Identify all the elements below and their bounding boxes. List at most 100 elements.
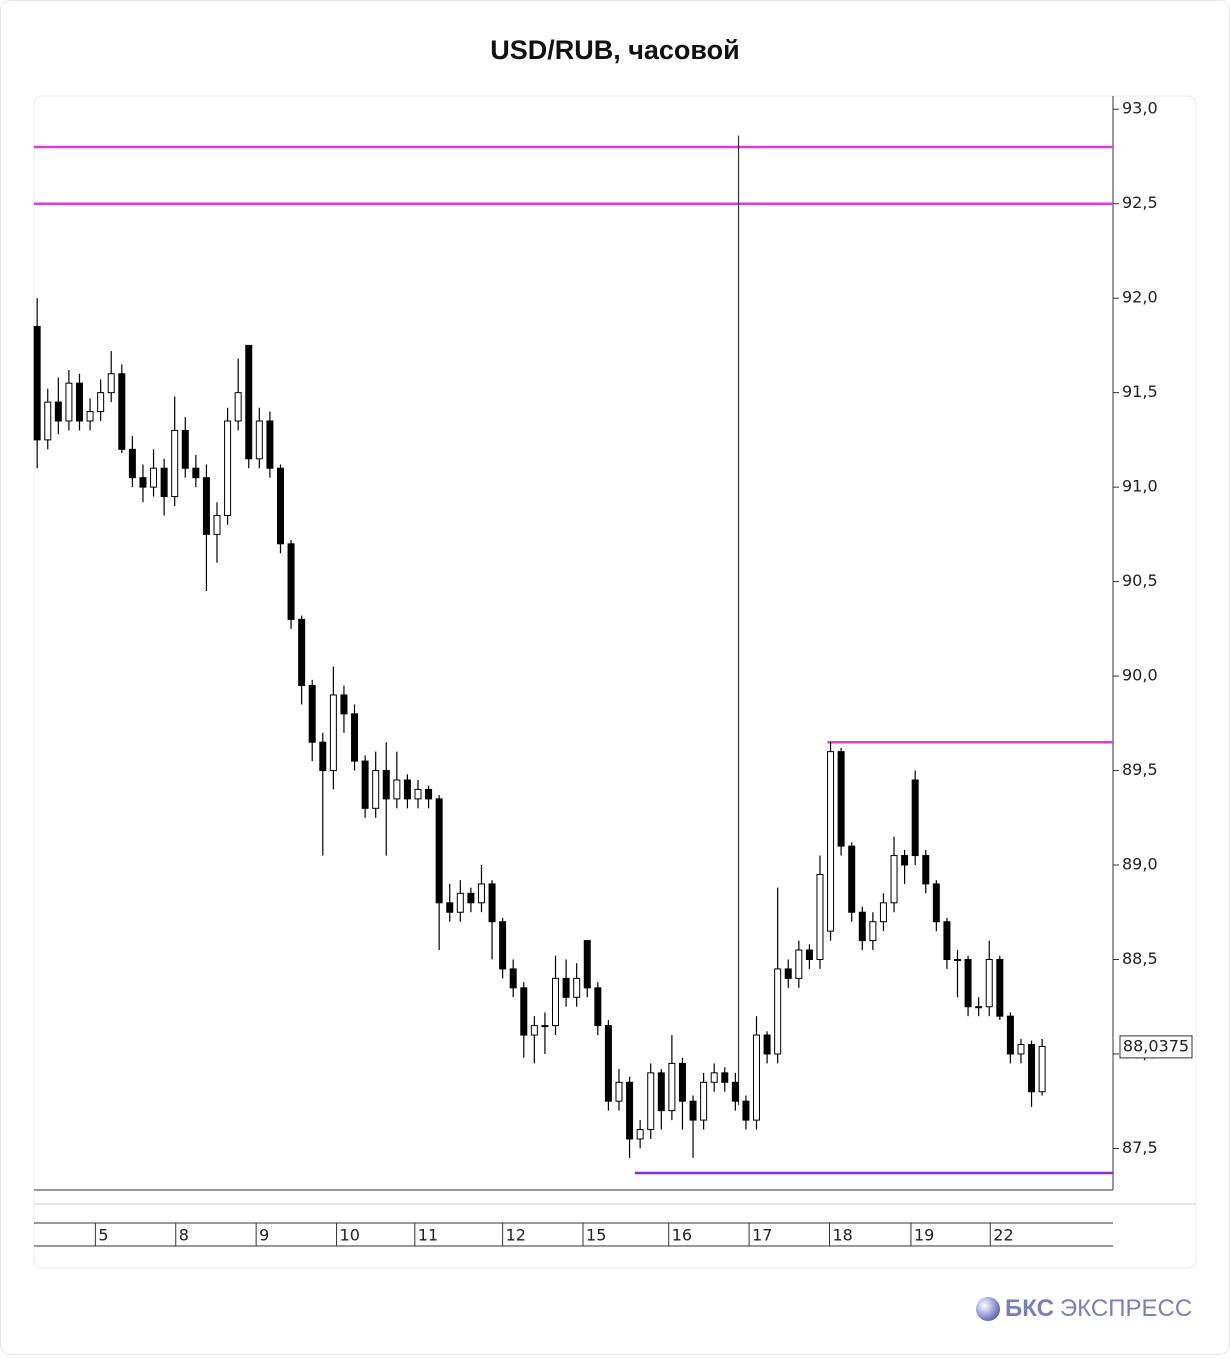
candle-body [298, 618, 306, 687]
brand-bold: БКС [1005, 1295, 1054, 1322]
last-price-label: 88,0375 [1123, 1036, 1189, 1055]
candle-body [657, 1072, 665, 1112]
candle-body [382, 770, 390, 800]
candle-body [224, 420, 232, 516]
candle-body [604, 1025, 612, 1102]
candle-body [75, 382, 83, 422]
y-tick-label: 90,0 [1122, 666, 1158, 685]
candle-body [202, 477, 210, 535]
candle-body [266, 420, 274, 469]
candle-body [435, 798, 443, 904]
candle-body [467, 892, 475, 904]
candle-body [848, 845, 856, 913]
candle-body [763, 1034, 771, 1055]
y-tick-label: 90,5 [1122, 571, 1158, 590]
candle-body [192, 467, 200, 479]
candle-body [615, 1081, 623, 1102]
y-tick-label: 92,5 [1122, 193, 1158, 212]
candle-body [33, 326, 41, 441]
candle-body [287, 543, 295, 620]
candle-body [742, 1100, 750, 1121]
candle-body [65, 382, 73, 422]
candle-body [890, 855, 898, 904]
candle-body [139, 477, 147, 488]
candle-body [932, 883, 940, 923]
candle-body [530, 1025, 538, 1036]
chart-title: USD/RUB, часовой [490, 35, 740, 65]
candle-body [150, 467, 158, 488]
x-tick-label: 10 [340, 1226, 360, 1245]
candle-body [213, 514, 221, 535]
candle-body [1038, 1045, 1046, 1093]
candle-body [372, 770, 380, 809]
x-tick-label: 12 [506, 1226, 526, 1245]
candle-body [837, 751, 845, 847]
y-tick-label: 87,5 [1122, 1138, 1158, 1157]
candle-body [700, 1081, 708, 1121]
candle-body [128, 448, 136, 479]
candle-body [594, 987, 602, 1027]
x-tick-label: 5 [98, 1226, 108, 1245]
candle-body [477, 883, 485, 904]
candle-body [308, 685, 316, 743]
candle-body [86, 411, 94, 422]
y-tick-label: 89,5 [1122, 760, 1158, 779]
candle-body [552, 977, 560, 1027]
candle-body [488, 883, 496, 923]
candle-body [784, 968, 792, 979]
candle-body [118, 373, 126, 450]
candle-body [678, 1062, 686, 1102]
brand-logo [976, 1297, 1000, 1321]
candle-body [541, 1025, 549, 1028]
candle-body [922, 855, 930, 885]
candle-body [562, 977, 570, 998]
candle-body [626, 1081, 634, 1140]
candle-body [245, 344, 253, 460]
candle-body [425, 788, 433, 800]
candle-body [636, 1129, 644, 1140]
candle-body [721, 1072, 729, 1083]
candle-body [869, 921, 877, 942]
x-tick-label: 16 [672, 1226, 692, 1245]
candle-body [827, 751, 835, 932]
candle-body [446, 902, 454, 913]
candle-body [573, 977, 581, 998]
x-tick-label: 18 [832, 1226, 852, 1245]
candle-body [774, 968, 782, 1055]
candle-body [1028, 1044, 1036, 1093]
candle-body [795, 949, 803, 979]
candle-body [964, 958, 972, 1008]
y-tick-label: 91,5 [1122, 382, 1158, 401]
candle-body [520, 987, 528, 1036]
last-price-box [1119, 1035, 1193, 1059]
y-tick-label: 93,0 [1122, 99, 1158, 118]
candle-body [403, 779, 411, 800]
candle-body [181, 429, 189, 469]
x-tick-label: 19 [914, 1226, 934, 1245]
candle-body [54, 401, 62, 422]
candle-body [985, 958, 993, 1008]
candle-body [647, 1072, 655, 1131]
y-tick-label: 91,0 [1122, 477, 1158, 496]
candle-body [805, 949, 813, 960]
candle-body [171, 429, 179, 498]
y-tick-label: 89,0 [1122, 855, 1158, 874]
candle-body [351, 713, 359, 762]
candle-body [414, 788, 422, 800]
x-tick-label: 8 [179, 1226, 189, 1245]
brand-rest: ЭКСПРЕСС [1060, 1295, 1192, 1322]
x-tick-label: 17 [752, 1226, 772, 1245]
candle-body [97, 392, 105, 413]
candle-body [234, 392, 242, 422]
chart-card [33, 95, 1197, 1269]
candle-body [911, 779, 919, 857]
candle-body [975, 1006, 983, 1009]
candle-body [901, 855, 909, 866]
candle-body [361, 760, 369, 809]
x-tick-label: 11 [418, 1226, 438, 1245]
candle-body [583, 940, 591, 989]
candle-body [1006, 1015, 1014, 1055]
candle-body [276, 467, 284, 545]
candle-body [107, 373, 115, 394]
